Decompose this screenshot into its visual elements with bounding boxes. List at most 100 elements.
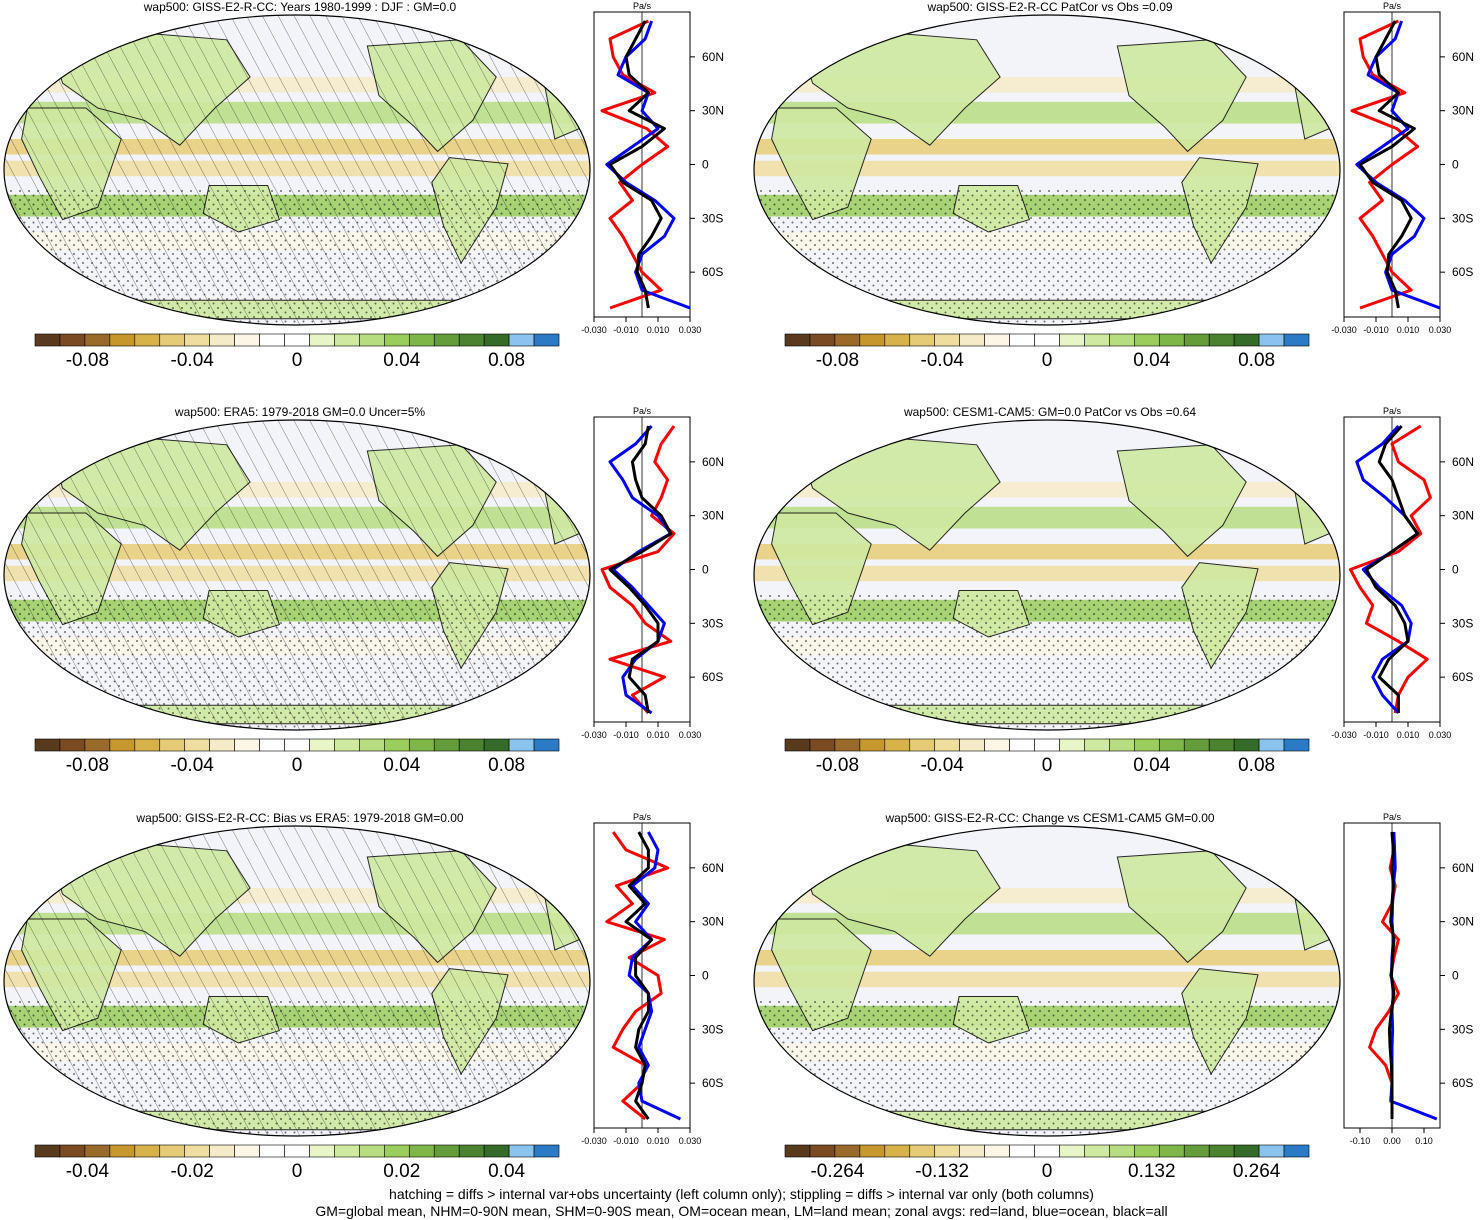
colorbar-swatch (959, 738, 985, 752)
panel-title: wap500: GISS-E2-R-CC: Change vs CESM1-CA… (885, 811, 1215, 825)
colorbar-swatch (209, 333, 235, 347)
colorbar-swatch (259, 738, 285, 752)
colorbar-swatch (1059, 738, 1085, 752)
colorbar-tick-label: 0 (292, 350, 303, 371)
colorbar-swatch (59, 1144, 86, 1158)
colorbar-swatch (84, 1144, 111, 1158)
colorbar-swatch (1084, 1144, 1110, 1158)
zonal-unit-label: Pa/s (1383, 1, 1402, 11)
zonal-line-ocean (1355, 425, 1420, 714)
panel-graphic: -0.08 -0.04 0 0.04 0.08 Pa/s -0.030 -0.010 0.010… (3, 1, 724, 371)
colorbar-swatch (359, 1144, 385, 1158)
colorbar-swatch (1109, 1144, 1135, 1158)
colorbar-swatch (433, 1144, 460, 1158)
panel-title: wap500: GISS-E2-R-CC PatCor vs Obs =0.09 (927, 0, 1173, 14)
colorbar-swatch (384, 738, 410, 752)
colorbar-swatch (109, 1144, 136, 1158)
colorbar-swatch (1158, 1144, 1185, 1158)
colorbar-swatch (309, 1144, 335, 1158)
panel-2: wap500: GISS-E2-R-CC PatCor vs Obs =0.09… (750, 0, 1483, 400)
colorbar-tick-label: 0.08 (488, 350, 525, 371)
colorbar-tick-label: 0 (1042, 755, 1053, 776)
zonal-xtick-label: 0.010 (647, 730, 670, 740)
colorbar-swatch (1009, 333, 1035, 347)
zonal-ytick-label: 0 (702, 563, 709, 577)
zonal-ytick-label: 60N (702, 50, 724, 64)
panel-5: wap500: GISS-E2-R-CC: Bias vs ERA5: 1979… (0, 811, 740, 1211)
zonal-line-land (600, 425, 676, 714)
footnote-hatching: hatching = diffs > internal var+obs unce… (389, 1186, 1094, 1202)
colorbar-swatch (458, 738, 485, 752)
colorbar-swatch (359, 333, 385, 347)
colorbar-tick-label: 0.08 (1238, 755, 1275, 776)
colorbar-tick-label: 0.04 (383, 350, 420, 371)
zonal-ytick-label: 60S (1452, 1076, 1473, 1090)
colorbar-swatch (184, 1144, 210, 1158)
zonal-ytick-label: 60N (702, 861, 724, 875)
colorbar-swatch (1208, 333, 1235, 347)
colorbar-swatch (284, 738, 310, 752)
colorbar-swatch (483, 1144, 510, 1158)
colorbar-swatch (309, 738, 335, 752)
panel-4: wap500: CESM1-CAM5: GM=0.0 PatCor vs Obs… (750, 405, 1483, 805)
colorbar-tick-label: -0.08 (816, 755, 859, 776)
colorbar-swatch (909, 1144, 936, 1158)
panel-graphic: -0.04 -0.02 0 0.02 0.04 Pa/s -0.030 -0.010 0.010… (3, 812, 724, 1182)
colorbar-swatch (209, 1144, 235, 1158)
colorbar-swatch (884, 333, 911, 347)
panel-graphic: -0.264 -0.132 0 0.132 0.264 Pa/s -0.10 0.00 0.10… (753, 812, 1474, 1182)
panel-graphic: -0.08 -0.04 0 0.04 0.08 Pa/s -0.030 -0.010 0.010… (3, 406, 724, 776)
zonal-xtick-label: 0.010 (647, 325, 670, 335)
colorbar-swatch (533, 333, 560, 347)
zonal-xtick-label: -0.030 (581, 325, 607, 335)
zonal-xtick-label: 0.010 (1397, 325, 1420, 335)
colorbar-swatch (884, 1144, 911, 1158)
colorbar-swatch (134, 333, 161, 347)
zonal-xtick-label: -0.030 (1331, 325, 1357, 335)
zonal-xtick-label: -0.030 (581, 1136, 607, 1146)
panel-6: wap500: GISS-E2-R-CC: Change vs CESM1-CA… (750, 811, 1483, 1211)
map-border (753, 825, 1341, 1137)
continent-outline (1116, 444, 1247, 558)
continent-outline (800, 844, 1001, 957)
zonal-unit-label: Pa/s (633, 406, 652, 416)
colorbar-swatch (809, 1144, 836, 1158)
zonal-ytick-label: 60S (1452, 265, 1473, 279)
zonal-xtick-label: 0.10 (1415, 1136, 1433, 1146)
colorbar-swatch (1258, 1144, 1285, 1158)
colorbar-swatch (334, 333, 360, 347)
colorbar-swatch (34, 1144, 61, 1158)
zonal-xtick-label: 0.030 (1429, 325, 1452, 335)
panel-title: wap500: GISS-E2-R-CC: Bias vs ERA5: 1979… (136, 811, 464, 825)
colorbar-swatch (1258, 738, 1285, 752)
colorbar-tick-label: -0.08 (66, 755, 109, 776)
colorbar-swatch (408, 333, 435, 347)
hatching (4, 826, 590, 1136)
zonal-ytick-label: 60S (702, 265, 723, 279)
colorbar-tick-label: 0.04 (1133, 755, 1170, 776)
hatching (4, 15, 590, 325)
colorbar-swatch (1084, 738, 1110, 752)
zonal-line-all (1364, 425, 1420, 713)
map-field (4, 15, 590, 325)
colorbar-swatch (84, 333, 111, 347)
colorbar-swatch (334, 1144, 360, 1158)
zonal-ytick-label: 30S (702, 211, 723, 225)
colorbar-swatch (109, 333, 136, 347)
zonal-ytick-label: 30N (702, 104, 724, 118)
zonal-unit-label: Pa/s (1383, 406, 1402, 416)
colorbar-swatch (59, 333, 86, 347)
zonal-ytick-label: 60N (1452, 455, 1474, 469)
colorbar-swatch (934, 333, 960, 347)
colorbar-swatch (109, 738, 136, 752)
zonal-ytick-label: 60N (1452, 50, 1474, 64)
zonal-ytick-label: 30S (1452, 616, 1473, 630)
colorbar-tick-label: 0.08 (488, 755, 525, 776)
colorbar-swatch (1158, 738, 1185, 752)
map-field (4, 420, 590, 730)
colorbar-swatch (1134, 738, 1160, 752)
colorbar-swatch (809, 738, 836, 752)
colorbar-swatch (533, 738, 560, 752)
continent-outline (800, 438, 1001, 551)
colorbar-tick-label: 0.132 (1128, 1161, 1176, 1182)
